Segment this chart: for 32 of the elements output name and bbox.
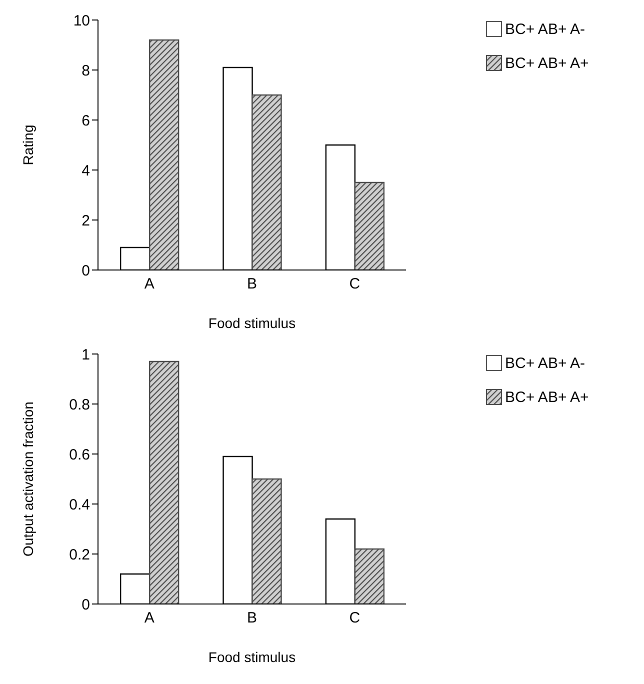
bar [252,478,282,604]
x-tick-label: C [349,276,360,293]
bar [148,360,180,604]
x-tick-label: A [144,276,154,293]
text: BC+ AB+ A- [505,20,586,38]
y-tick-label: 1 [82,346,90,364]
y-tick-label: 0 [82,596,90,614]
legend-label: BC+ AB+ A+ [505,388,589,406]
x-axis-title: Food stimulus [208,649,296,665]
y-tick-label: 0.8 [69,396,90,414]
y-tick-label: 0.6 [69,446,90,464]
bar [354,548,385,604]
x-tick-label: B [246,610,258,627]
x-axis-title: Food stimulus [208,315,296,331]
x-tick-label: A [144,610,154,627]
y-tick-label: 2 [82,212,90,230]
legend-label: BC+ AB+ A+ [505,54,589,72]
y-tick-label: 0.2 [69,546,90,564]
y-axis-title: Output activation fraction [20,402,36,556]
x-tick-label: B [246,276,258,293]
bar [354,182,385,270]
y-tick-label: 0.4 [69,496,90,514]
y-tick-label: 6 [82,112,90,130]
text: BC+ AB+ A- [505,354,586,372]
y-tick-label: 4 [82,162,90,180]
y-tick-label: 0 [82,262,90,280]
bar [252,94,282,270]
y-tick-label: 8 [82,62,90,80]
bar [148,39,180,270]
x-tick-label: C [349,610,360,627]
y-tick-label: 10 [73,12,90,30]
y-axis-title: Rating [20,124,36,166]
